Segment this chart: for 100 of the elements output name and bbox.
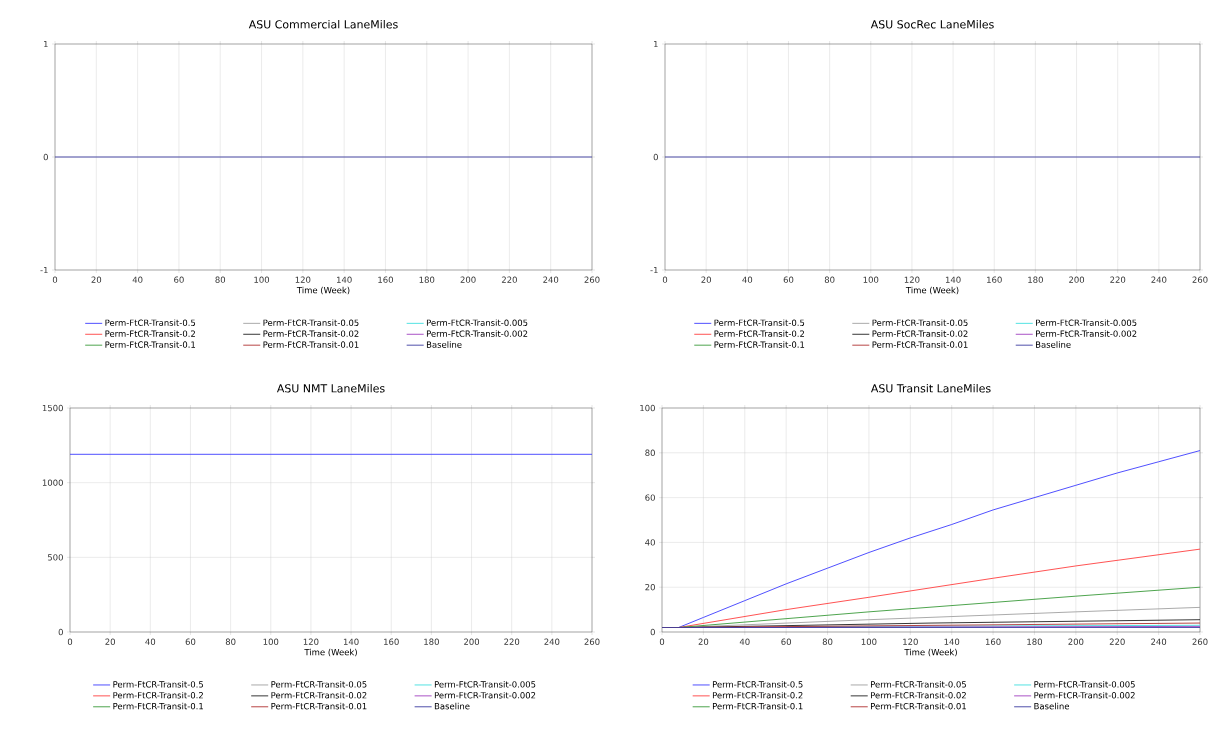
x-tick-label: 140 (337, 276, 352, 283)
legend-label: Perm-FtCR-Transit-0.01 (271, 702, 367, 710)
x-axis-title: Time (Week) (905, 286, 959, 295)
y-tick-label: 1000 (42, 479, 63, 486)
x-tick-label: 80 (225, 638, 236, 645)
x-tick-label: 160 (378, 276, 393, 283)
x-tick-label: 140 (944, 638, 960, 645)
x-tick-label: 180 (1028, 276, 1043, 283)
legend-label: Perm-FtCR-Transit-0.01 (872, 341, 968, 348)
legend-label: Perm-FtCR-Transit-0.005 (426, 319, 528, 326)
x-tick-label: 120 (303, 638, 319, 645)
x-tick-label: 260 (584, 638, 600, 645)
x-tick-label: 200 (460, 276, 476, 283)
y-tick-label: 0 (653, 153, 658, 161)
legend-label: Perm-FtCR-Transit-0.005 (434, 680, 536, 688)
y-tick-label: 0 (650, 628, 655, 636)
x-tick-label: 0 (662, 276, 668, 283)
y-tick-label: -1 (650, 266, 658, 274)
x-tick-label: 160 (987, 276, 1002, 283)
x-tick-label: 80 (824, 276, 835, 283)
x-tick-label: 100 (861, 638, 877, 645)
x-tick-label: 240 (544, 638, 560, 645)
y-tick-label: 20 (645, 584, 655, 591)
y-tick-label: 80 (645, 449, 655, 457)
legend-label: Perm-FtCR-Transit-0.1 (113, 702, 203, 710)
chart-title: ASU Commercial LaneMiles (248, 20, 398, 29)
chart-title: ASU NMT LaneMiles (276, 384, 385, 393)
y-tick-label: 1 (654, 40, 658, 48)
legend-label: Perm-FtCR-Transit-0.5 (714, 319, 805, 326)
legend-label: Perm-FtCR-Transit-0.02 (271, 691, 367, 699)
y-tick-label: 0 (43, 153, 48, 161)
legend-label: Baseline (1036, 341, 1071, 348)
x-tick-label: 100 (263, 638, 279, 645)
x-tick-label: 180 (419, 276, 435, 283)
legend-label: Baseline (1034, 702, 1070, 710)
x-tick-label: 200 (1069, 276, 1085, 283)
x-tick-label: 40 (742, 276, 753, 283)
x-tick-label: 160 (384, 638, 399, 645)
x-tick-label: 80 (822, 638, 833, 645)
x-tick-label: 40 (132, 276, 143, 283)
chart-title: ASU SocRec LaneMiles (870, 20, 994, 29)
legend-label: Perm-FtCR-Transit-0.05 (870, 680, 966, 688)
y-tick-label: 500 (47, 554, 63, 561)
y-tick-label: 100 (640, 404, 655, 412)
x-tick-label: 20 (701, 276, 711, 283)
legend-label: Perm-FtCR-Transit-0.002 (426, 330, 528, 337)
legend-label: Perm-FtCR-Transit-0.02 (263, 330, 359, 337)
legend-label: Perm-FtCR-Transit-0.005 (1036, 319, 1137, 326)
legend-label: Perm-FtCR-Transit-0.05 (271, 680, 367, 688)
legend-label: Baseline (426, 341, 462, 348)
legend-label: Perm-FtCR-Transit-0.002 (1036, 330, 1137, 337)
x-tick-label: 60 (174, 276, 184, 283)
legend-label: Perm-FtCR-Transit-0.005 (1034, 680, 1135, 688)
legend-label: Perm-FtCR-Transit-0.1 (105, 341, 196, 348)
legend-label: Perm-FtCR-Transit-0.02 (872, 330, 968, 337)
x-tick-label: 180 (1027, 638, 1042, 645)
x-tick-label: 200 (464, 638, 480, 645)
legend-label: Baseline (434, 702, 470, 710)
x-tick-label: 40 (145, 638, 156, 645)
x-tick-label: 160 (985, 638, 1001, 645)
legend-label: Perm-FtCR-Transit-0.05 (263, 319, 359, 326)
legend-label: Perm-FtCR-Transit-0.002 (434, 691, 536, 699)
x-tick-label: 260 (584, 276, 600, 283)
x-tick-label: 140 (945, 276, 961, 283)
legend-label: Perm-FtCR-Transit-0.05 (872, 319, 968, 326)
x-tick-label: 80 (215, 276, 226, 283)
legend-label: Perm-FtCR-Transit-0.01 (263, 341, 359, 348)
x-tick-label: 220 (1109, 638, 1125, 645)
chart-title: ASU Transit LaneMiles (870, 384, 991, 393)
x-tick-label: 100 (863, 276, 879, 283)
x-tick-label: 180 (424, 638, 439, 645)
x-tick-label: 120 (903, 638, 918, 645)
legend-label: Perm-FtCR-Transit-0.2 (113, 691, 203, 699)
x-tick-label: 200 (1068, 638, 1084, 645)
x-tick-label: 260 (1192, 276, 1208, 283)
legend-label: Perm-FtCR-Transit-0.2 (714, 330, 805, 337)
legend-label: Perm-FtCR-Transit-0.5 (105, 319, 196, 326)
x-tick-label: 120 (295, 276, 311, 283)
x-tick-label: 220 (501, 276, 517, 283)
x-axis-title: Time (Week) (296, 286, 350, 295)
x-tick-label: 60 (783, 276, 794, 283)
x-tick-label: 140 (343, 638, 359, 645)
x-tick-label: 100 (254, 276, 270, 283)
x-tick-label: 240 (543, 276, 559, 283)
x-tick-label: 240 (1151, 638, 1167, 645)
legend-label: Perm-FtCR-Transit-0.02 (870, 691, 966, 699)
y-tick-label: 0 (58, 628, 63, 636)
x-tick-label: 240 (1151, 276, 1167, 283)
legend-label: Perm-FtCR-Transit-0.1 (714, 341, 805, 348)
x-tick-label: 220 (504, 638, 520, 645)
x-tick-label: 260 (1192, 638, 1208, 645)
x-tick-label: 120 (904, 276, 920, 283)
x-tick-label: 0 (659, 638, 665, 645)
legend-label: Perm-FtCR-Transit-0.01 (870, 702, 966, 710)
y-tick-label: -1 (40, 266, 48, 274)
x-axis-title: Time (Week) (904, 648, 957, 657)
y-tick-label: 1 (44, 40, 48, 48)
legend-label: Perm-FtCR-Transit-0.2 (105, 330, 195, 337)
x-tick-label: 220 (1110, 276, 1126, 283)
legend-label: Perm-FtCR-Transit-0.2 (712, 691, 803, 699)
